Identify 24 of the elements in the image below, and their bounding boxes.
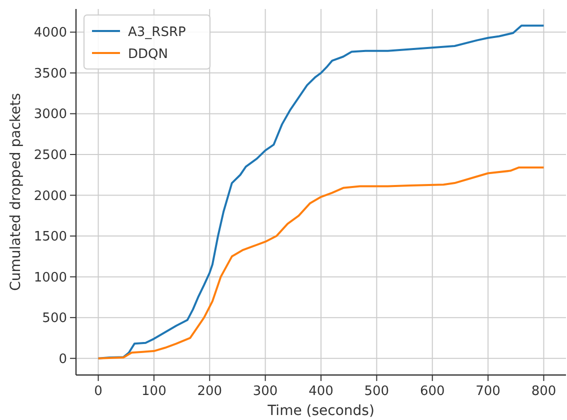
x-tick-label: 500 <box>364 384 390 399</box>
legend-label: A3_RSRP <box>128 25 186 40</box>
y-tick-label: 2000 <box>34 188 67 204</box>
x-tick-label: 200 <box>197 384 222 399</box>
legend-label: DDQN <box>128 47 168 62</box>
x-axis-title: Time (seconds) <box>266 403 374 419</box>
x-tick-label: 400 <box>308 384 334 399</box>
x-tick-label: 600 <box>420 384 445 399</box>
x-tick-label: 0 <box>94 384 102 399</box>
x-tick-label: 800 <box>531 384 556 399</box>
y-tick-label: 4000 <box>34 26 67 41</box>
line-series <box>97 166 545 360</box>
y-tick-label: 1500 <box>34 230 67 245</box>
x-tick-label: 700 <box>476 384 500 399</box>
x-tick-label: 300 <box>252 384 278 399</box>
y-tick-label: 2500 <box>34 148 67 163</box>
y-tick-label: 3000 <box>34 107 67 122</box>
y-tick-label: 1000 <box>34 270 67 286</box>
y-tick-label: 0 <box>58 352 67 367</box>
y-tick-label: 3500 <box>34 66 67 82</box>
y-axis-title: Cumulated dropped packets <box>8 93 24 291</box>
y-tick-label: 500 <box>42 311 67 326</box>
line-series <box>97 24 545 360</box>
x-tick-label: 100 <box>142 384 166 399</box>
